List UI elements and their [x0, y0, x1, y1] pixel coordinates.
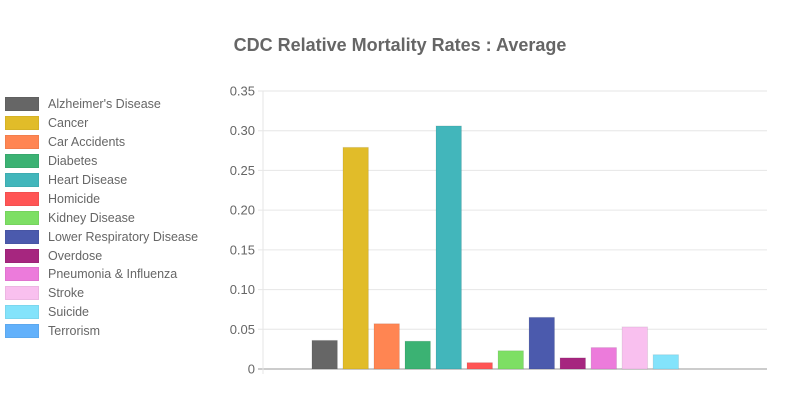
legend-label: Stroke	[48, 286, 85, 301]
bar-kidney-disease	[497, 350, 524, 370]
legend-swatch	[5, 116, 39, 131]
legend-item[interactable]: Terrorism	[5, 322, 198, 341]
legend-swatch	[5, 267, 39, 282]
legend-swatch	[5, 135, 39, 150]
legend-item[interactable]: Lower Respiratory Disease	[5, 227, 198, 246]
y-tick-label: 0.20	[230, 203, 255, 218]
y-tick-label: 0.15	[230, 242, 255, 257]
bar-car-accidents	[373, 323, 400, 370]
legend-label: Kidney Disease	[48, 210, 135, 225]
y-tick-label: 0.35	[230, 84, 255, 99]
legend-label: Diabetes	[48, 154, 98, 169]
legend-label: Suicide	[48, 305, 89, 320]
y-tick-label: 0.05	[230, 322, 255, 337]
bar-overdose	[559, 357, 587, 370]
legend-item[interactable]: Car Accidents	[5, 133, 198, 152]
bar-heart-disease	[435, 125, 462, 370]
legend-swatch	[5, 229, 39, 244]
legend-item[interactable]: Homicide	[5, 189, 198, 208]
legend-label: Lower Respiratory Disease	[48, 229, 199, 244]
bar-homicide	[466, 362, 493, 370]
legend-label: Homicide	[48, 191, 101, 206]
legend-swatch	[5, 173, 39, 187]
legend-swatch	[5, 324, 39, 339]
legend-swatch	[5, 248, 39, 263]
bar-alzheimer-s-disease	[311, 339, 338, 370]
chart-title: CDC Relative Mortality Rates : Average	[233, 35, 567, 55]
legend-swatch	[5, 97, 39, 112]
y-tick-label: 0.10	[230, 282, 255, 297]
legend-item[interactable]: Alzheimer's Disease	[5, 95, 198, 114]
y-tick-label: 0.30	[230, 123, 255, 138]
bar-lower-respiratory-disease	[528, 316, 555, 370]
legend-swatch	[5, 154, 39, 169]
legend-swatch	[5, 305, 39, 320]
legend-item[interactable]: Suicide	[5, 303, 198, 322]
bar-stroke	[621, 326, 649, 370]
y-tick-label: 0.25	[230, 163, 255, 178]
legend-label: Alzheimer's Disease	[48, 97, 161, 112]
legend-swatch	[5, 210, 39, 225]
legend-label: Overdose	[48, 248, 103, 263]
bar-suicide	[652, 354, 680, 370]
legend-swatch	[5, 191, 39, 206]
legend-item[interactable]: Kidney Disease	[5, 208, 198, 227]
legend-item[interactable]: Overdose	[5, 246, 198, 265]
legend-item[interactable]: Diabetes	[5, 152, 198, 171]
legend-label: Pneumonia & Influenza	[48, 267, 178, 282]
legend-item[interactable]: Cancer	[5, 114, 198, 133]
legend: Alzheimer's Disease Cancer Car Accidents Di…	[5, 95, 198, 341]
legend-label: Cancer	[48, 116, 89, 131]
legend-item[interactable]: Pneumonia & Influenza	[5, 265, 198, 284]
bar-cancer	[342, 146, 369, 370]
legend-label: Car Accidents	[48, 135, 126, 150]
legend-swatch	[5, 286, 39, 301]
legend-item[interactable]: Heart Disease	[5, 171, 198, 190]
legend-label: Terrorism	[48, 324, 101, 339]
legend-item[interactable]: Stroke	[5, 284, 198, 303]
y-tick-label: 0	[248, 362, 255, 377]
legend-label: Heart Disease	[48, 173, 128, 187]
bar-pneumonia-influenza	[590, 347, 618, 370]
bar-diabetes	[404, 340, 431, 370]
